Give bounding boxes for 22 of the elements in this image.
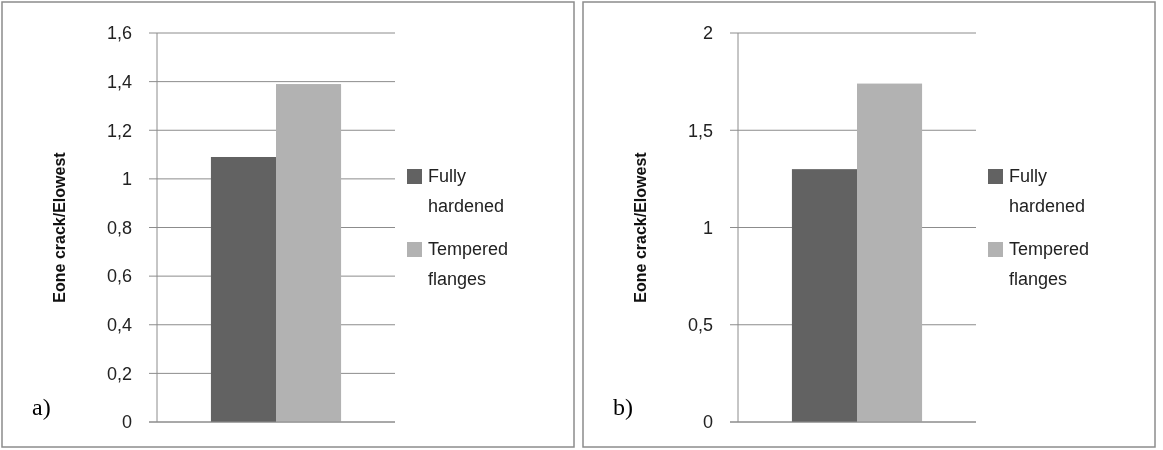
- y-tick-label: 0,4: [106, 315, 132, 336]
- y-tick-label: 0: [702, 412, 713, 433]
- legend-label: Fully hardened: [1009, 166, 1086, 216]
- y-axis-title: Eone crack/Elowest: [51, 151, 68, 303]
- y-tick-label: 0: [121, 412, 132, 433]
- y-tick-label: 1,5: [687, 120, 713, 141]
- y-axis-title: Eone crack/Elowest: [632, 151, 649, 303]
- legend-label: Tempered flanges: [1009, 239, 1090, 289]
- y-tick-label: 1,4: [106, 71, 132, 92]
- y-tick-label: 2: [702, 23, 713, 44]
- legend-label: Tempered flanges: [428, 239, 509, 289]
- y-tick-label: 1,6: [106, 23, 132, 44]
- text: b): [613, 394, 633, 420]
- y-tick-label: 0,2: [106, 363, 132, 384]
- y-tick-label: 1,2: [106, 120, 132, 141]
- y-tick-label: 0,8: [106, 217, 132, 238]
- y-tick-label: 1: [121, 169, 132, 190]
- y-tick-label: 0,6: [106, 266, 132, 287]
- y-tick-label: 0,5: [687, 315, 713, 336]
- text: a): [32, 394, 51, 420]
- legend-label: Fully hardened: [428, 166, 505, 216]
- y-tick-label: 1: [702, 217, 713, 238]
